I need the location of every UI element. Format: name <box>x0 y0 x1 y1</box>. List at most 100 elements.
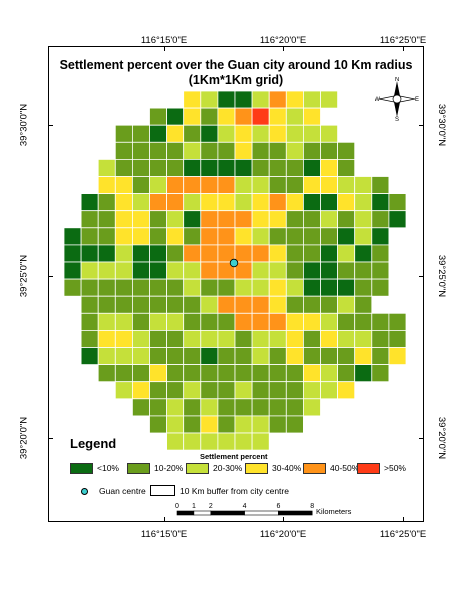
grid-cell <box>388 347 407 366</box>
grid-cell <box>371 329 390 348</box>
grid-cell <box>114 244 133 263</box>
grid-cell <box>132 347 150 366</box>
coord-top-1: 116°15'0"E <box>140 35 188 46</box>
grid-cell <box>183 244 202 263</box>
grid-cell <box>132 159 150 177</box>
grid-cell <box>166 278 185 297</box>
grid-cell <box>132 261 150 280</box>
legend-label: 40-50% <box>330 463 360 473</box>
settlement-grid <box>63 90 407 451</box>
scale-tick-label: 0 <box>175 503 179 510</box>
grid-cell <box>285 141 304 160</box>
grid-cell <box>354 329 373 348</box>
grid-cell <box>200 159 219 177</box>
grid-cell <box>285 295 304 314</box>
grid-cell <box>97 347 116 366</box>
grid-cell <box>132 364 150 383</box>
grid-cell <box>371 347 390 366</box>
grid-cell <box>251 278 270 297</box>
grid-cell <box>97 278 116 297</box>
grid-cell <box>234 347 253 366</box>
grid-cell <box>183 124 202 143</box>
grid-cell <box>251 381 270 400</box>
grid-cell <box>200 278 219 297</box>
legend-swatch <box>127 462 150 474</box>
grid-cell <box>114 278 133 297</box>
grid-cell <box>337 329 356 348</box>
legend-swatch <box>70 462 93 474</box>
legend-item-40-50: 40-50% <box>303 462 359 474</box>
grid-cell <box>149 176 168 195</box>
grid-cell <box>337 364 356 383</box>
grid-cell <box>234 90 253 109</box>
grid-cell <box>217 210 236 229</box>
grid-cell <box>149 227 168 246</box>
grid-cell <box>200 312 219 331</box>
grid-cell <box>183 347 202 366</box>
grid-cell <box>183 381 202 400</box>
grid-cell <box>166 210 185 229</box>
grid-cell <box>80 193 99 212</box>
grid-cell <box>268 398 287 417</box>
grid-cell <box>285 90 304 109</box>
grid-cell <box>80 278 99 297</box>
grid-cell <box>166 159 185 177</box>
grid-cell <box>268 347 287 366</box>
grid-cell <box>268 124 287 143</box>
grid-cell <box>251 90 270 109</box>
grid-cell <box>217 364 236 383</box>
grid-cell <box>183 176 202 195</box>
grid-cell <box>166 364 185 383</box>
grid-cell <box>302 278 321 297</box>
grid-cell <box>337 381 356 400</box>
grid-cell <box>97 295 116 314</box>
coord-right-3: 39°20'0"N <box>435 416 447 460</box>
grid-cell <box>285 244 304 263</box>
grid-cell <box>388 329 407 348</box>
coord-right-1: 39°30'0"N <box>435 103 447 147</box>
grid-cell <box>200 432 219 451</box>
grid-cell <box>217 398 236 417</box>
grid-cell <box>251 364 270 383</box>
grid-cell <box>285 227 304 246</box>
grid-cell <box>132 295 150 314</box>
grid-cell <box>149 312 168 331</box>
grid-cell <box>97 261 116 280</box>
grid-cell <box>285 347 304 366</box>
grid-cell <box>337 295 356 314</box>
grid-cell <box>234 329 253 348</box>
grid-cell <box>183 278 202 297</box>
grid-cell <box>97 329 116 348</box>
grid-cell <box>320 193 339 212</box>
grid-cell <box>217 415 236 434</box>
grid-cell <box>251 415 270 434</box>
grid-cell <box>183 227 202 246</box>
grid-cell <box>149 261 168 280</box>
tick-bottom-2 <box>283 517 284 522</box>
grid-cell <box>217 227 236 246</box>
grid-cell <box>285 210 304 229</box>
grid-cell <box>183 141 202 160</box>
grid-cell <box>80 312 99 331</box>
grid-cell <box>80 347 99 366</box>
grid-cell <box>149 107 168 126</box>
grid-cell <box>234 193 253 212</box>
grid-cell <box>183 312 202 331</box>
grid-cell <box>251 124 270 143</box>
grid-cell <box>302 398 321 417</box>
grid-cell <box>166 141 185 160</box>
grid-cell <box>132 176 150 195</box>
grid-cell <box>234 107 253 126</box>
grid-cell <box>302 124 321 143</box>
coord-top-2: 116°20'0"E <box>259 35 307 46</box>
legend-item-lt10: <10% <box>70 462 119 474</box>
grid-cell <box>302 107 321 126</box>
legend-label: <10% <box>97 463 119 473</box>
grid-cell <box>166 295 185 314</box>
coord-left-2: 39°25'0"N <box>18 254 30 298</box>
grid-cell <box>149 159 168 177</box>
grid-cell <box>320 312 339 331</box>
grid-cell <box>217 193 236 212</box>
north-label: N <box>395 77 399 83</box>
grid-cell <box>285 261 304 280</box>
